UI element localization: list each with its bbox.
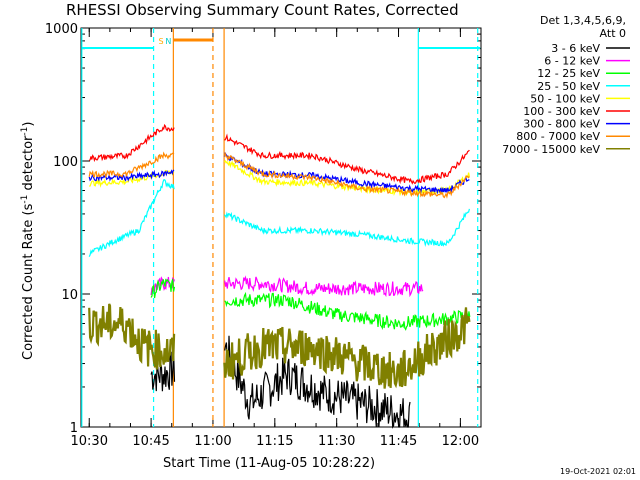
legend-header-2: Att 0 xyxy=(600,27,626,40)
y-axis-label: Corrected Count Rate (s-1 detector-1) xyxy=(20,122,36,360)
legend-label: 300 - 800 keV xyxy=(523,118,600,131)
series-line-6 xyxy=(88,123,470,185)
y-tick-label: 1 xyxy=(70,421,78,436)
series-line-9 xyxy=(88,303,471,389)
y-axis-label-end: ) xyxy=(21,122,36,127)
legend-label: 12 - 25 keV xyxy=(537,67,600,80)
x-tick-label: 11:30 xyxy=(318,434,355,449)
x-tick-label: 11:45 xyxy=(380,434,417,449)
y-axis-label-mid: detector xyxy=(21,135,36,195)
x-axis-label: Start Time (11-Aug-05 10:28:22) xyxy=(163,456,375,471)
x-tick-label: 10:45 xyxy=(132,434,169,449)
y-tick-label: 100 xyxy=(53,155,78,170)
flag-annotation: N xyxy=(165,37,171,46)
y-axis-label-main: Corrected Count Rate (s xyxy=(21,203,36,360)
chart-title: RHESSI Observing Summary Count Rates, Co… xyxy=(66,1,459,19)
plot-frame xyxy=(80,27,482,428)
x-tick-label: 11:15 xyxy=(256,434,293,449)
y-axis-label-sup1: -1 xyxy=(20,195,30,204)
legend-label: 50 - 100 keV xyxy=(530,92,600,105)
flag-annotation: S xyxy=(158,37,163,46)
x-tick-label: 12:00 xyxy=(442,434,479,449)
plot-area: 1 10 100 1000 10:30 10:45 11:00 11:15 11:30 11:45… xyxy=(45,22,482,449)
legend-label: 800 - 7000 keV xyxy=(516,130,600,143)
series-line-1 xyxy=(150,335,411,429)
legend-label: 6 - 12 keV xyxy=(544,55,600,68)
series-line-2 xyxy=(150,275,424,298)
series-line-8 xyxy=(88,151,470,199)
legend-label: 7000 - 15000 keV xyxy=(502,143,600,156)
series-line-4 xyxy=(88,179,470,257)
series-line-3 xyxy=(150,278,471,331)
legend-label: 25 - 50 keV xyxy=(537,80,600,93)
footer-date: 19-Oct-2021 02:01 xyxy=(560,467,636,476)
y-tick-label: 1000 xyxy=(45,22,78,37)
legend-label: 3 - 6 keV xyxy=(551,42,600,55)
y-axis-label-sup2: -1 xyxy=(20,127,30,136)
legend-label: 100 - 300 keV xyxy=(523,105,600,118)
y-tick-label: 10 xyxy=(61,288,78,303)
x-tick-label: 10:30 xyxy=(71,434,108,449)
series-line-7 xyxy=(88,151,470,195)
x-tick-label: 11:00 xyxy=(194,434,231,449)
legend-header-1: Det 1,3,4,5,6,9, xyxy=(540,14,626,27)
